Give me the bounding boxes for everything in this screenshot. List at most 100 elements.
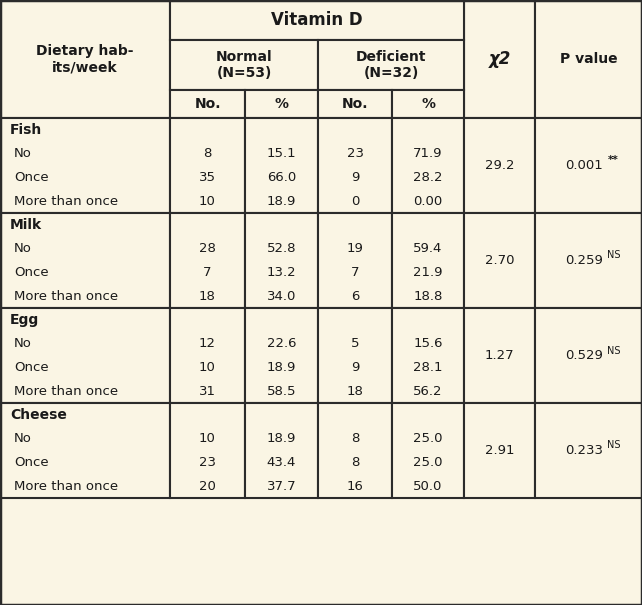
Bar <box>318 40 464 90</box>
Text: 18.9: 18.9 <box>267 195 296 208</box>
Bar <box>0 308 170 403</box>
Bar <box>535 308 642 403</box>
Text: 56.2: 56.2 <box>413 385 443 397</box>
Text: 2.91: 2.91 <box>485 444 514 457</box>
Text: 59.4: 59.4 <box>413 242 443 255</box>
Text: %: % <box>421 97 435 111</box>
Text: 0.259: 0.259 <box>566 254 603 267</box>
Bar <box>318 90 392 118</box>
Text: Cheese: Cheese <box>10 408 67 422</box>
Text: 10: 10 <box>199 432 216 445</box>
Text: Once: Once <box>14 456 49 469</box>
Text: 2.70: 2.70 <box>485 254 514 267</box>
Bar <box>170 213 245 308</box>
Text: Milk: Milk <box>10 218 42 232</box>
Text: 52.8: 52.8 <box>266 242 296 255</box>
Text: 12: 12 <box>199 337 216 350</box>
Bar <box>170 90 245 118</box>
Text: 18.9: 18.9 <box>267 432 296 445</box>
Text: Deficient
(N=32): Deficient (N=32) <box>356 50 426 80</box>
Bar <box>245 118 318 213</box>
Text: 0.233: 0.233 <box>566 444 603 457</box>
Text: **: ** <box>607 155 618 166</box>
Bar <box>0 213 170 308</box>
Text: 0.001: 0.001 <box>566 159 603 172</box>
Text: Once: Once <box>14 171 49 184</box>
Text: P value: P value <box>560 52 618 66</box>
Text: 43.4: 43.4 <box>267 456 296 469</box>
Text: More than once: More than once <box>14 290 118 302</box>
Bar <box>0 118 170 213</box>
Bar <box>392 90 464 118</box>
Bar <box>464 403 535 498</box>
Bar <box>245 403 318 498</box>
Text: 8: 8 <box>351 456 359 469</box>
Bar <box>0 403 170 498</box>
Text: 8: 8 <box>204 147 212 160</box>
Text: 0: 0 <box>351 195 359 208</box>
Bar <box>464 213 535 308</box>
Text: 71.9: 71.9 <box>413 147 443 160</box>
Text: 37.7: 37.7 <box>266 480 297 492</box>
Text: More than once: More than once <box>14 195 118 208</box>
Text: 18.9: 18.9 <box>267 361 296 374</box>
Bar <box>245 213 318 308</box>
Bar <box>535 213 642 308</box>
Bar <box>0 0 170 118</box>
Text: 0.00: 0.00 <box>413 195 442 208</box>
Text: No.: No. <box>342 97 369 111</box>
Text: 28: 28 <box>199 242 216 255</box>
Text: 23: 23 <box>347 147 363 160</box>
Text: Egg: Egg <box>10 313 39 327</box>
Bar <box>170 403 245 498</box>
Bar <box>464 308 535 403</box>
Text: Vitamin D: Vitamin D <box>271 11 363 29</box>
Text: 22.6: 22.6 <box>266 337 296 350</box>
Bar <box>170 118 245 213</box>
Text: χ2: χ2 <box>489 50 510 68</box>
Text: 35: 35 <box>199 171 216 184</box>
Bar <box>464 118 535 213</box>
Text: 58.5: 58.5 <box>266 385 296 397</box>
Text: 18: 18 <box>199 290 216 302</box>
Bar <box>245 90 318 118</box>
Text: 28.2: 28.2 <box>413 171 443 184</box>
Text: Fish: Fish <box>10 123 42 137</box>
Bar <box>318 118 392 213</box>
Text: NS: NS <box>607 250 621 261</box>
Text: 13.2: 13.2 <box>266 266 297 279</box>
Text: 9: 9 <box>351 171 359 184</box>
Text: 0.529: 0.529 <box>566 349 603 362</box>
Text: NS: NS <box>607 345 621 356</box>
Text: 50.0: 50.0 <box>413 480 443 492</box>
Text: 20: 20 <box>199 480 216 492</box>
Text: 21.9: 21.9 <box>413 266 443 279</box>
Bar <box>392 213 464 308</box>
Bar <box>535 403 642 498</box>
Text: 7: 7 <box>351 266 360 279</box>
Text: 29.2: 29.2 <box>485 159 514 172</box>
Text: 15.6: 15.6 <box>413 337 443 350</box>
Text: No: No <box>14 242 32 255</box>
Text: 10: 10 <box>199 361 216 374</box>
Text: 8: 8 <box>351 432 359 445</box>
Text: 66.0: 66.0 <box>267 171 296 184</box>
Bar <box>318 308 392 403</box>
Bar <box>464 0 535 118</box>
Text: 1.27: 1.27 <box>485 349 514 362</box>
Bar <box>535 118 642 213</box>
Text: 9: 9 <box>351 361 359 374</box>
Text: 25.0: 25.0 <box>413 432 443 445</box>
Text: 31: 31 <box>199 385 216 397</box>
Text: 23: 23 <box>199 456 216 469</box>
Bar <box>170 40 318 90</box>
Text: Dietary hab-
its/week: Dietary hab- its/week <box>36 44 134 74</box>
Text: 25.0: 25.0 <box>413 456 443 469</box>
Bar <box>535 0 642 118</box>
Text: 7: 7 <box>204 266 212 279</box>
Bar <box>318 403 392 498</box>
Text: No: No <box>14 432 32 445</box>
Text: More than once: More than once <box>14 385 118 397</box>
Text: 16: 16 <box>347 480 363 492</box>
Text: 18.8: 18.8 <box>413 290 443 302</box>
